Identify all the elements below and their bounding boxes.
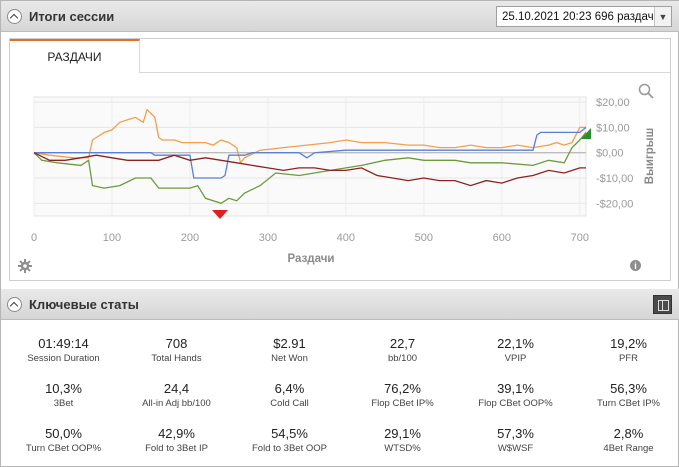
stat-label: VPIP [504, 353, 527, 364]
y-tick-label: -$10,00 [596, 173, 633, 185]
stat-label: All-in Adj bb/100 [142, 398, 211, 409]
stat-value: 2,8% [613, 426, 644, 441]
stat-item: $2.91 Net Won [233, 336, 346, 364]
collapse-stats-button[interactable] [7, 296, 22, 312]
stat-item: 57,3% W$WSF [459, 426, 572, 454]
stat-label: bb/100 [387, 353, 418, 364]
gear-icon[interactable] [18, 259, 32, 273]
panel-layout-icon[interactable] [653, 295, 672, 314]
stat-value: 76,2% [384, 381, 421, 396]
stat-label: Turn CBet IP% [596, 398, 660, 409]
stat-label: Flop CBet IP% [371, 398, 434, 409]
series-line [33, 108, 586, 165]
stat-label: Total Hands [151, 353, 202, 364]
y-axis-label: Выигрыш [644, 128, 656, 184]
stat-label: Fold to 3Bet IP [145, 443, 208, 454]
session-select[interactable]: 25.10.2021 20:23 696 раздач) ▼ [496, 6, 672, 27]
stat-item: 22,1% VPIP [459, 336, 572, 364]
stat-value: 708 [165, 336, 188, 351]
y-tick-label: -$20,00 [596, 198, 633, 210]
stat-value: 6,4% [274, 381, 305, 396]
x-tick-label: 0 [31, 232, 37, 244]
x-tick-label: 400 [337, 232, 355, 244]
stat-value: 57,3% [497, 426, 534, 441]
stat-item: 42,9% Fold to 3Bet IP [120, 426, 233, 454]
stat-value: 24,4 [163, 381, 190, 396]
key-stats-header: Ключевые статы [1, 289, 679, 320]
x-tick-label: 500 [415, 232, 433, 244]
stat-value: $2.91 [273, 336, 306, 351]
key-stats-title: Ключевые статы [29, 296, 139, 312]
stat-label: PFR [619, 353, 638, 364]
session-summary-header: Итоги сессии 25.10.2021 20:23 696 раздач… [1, 1, 679, 32]
stat-label: 4Bet Range [603, 443, 654, 454]
x-tick-label: 600 [493, 232, 511, 244]
tab-hands[interactable]: РАЗДАЧИ [10, 39, 140, 73]
x-tick-label: 300 [259, 232, 277, 244]
stat-item: 50,0% Turn CBet OOP% [7, 426, 120, 454]
session-select-value: 25.10.2021 20:23 696 раздач) [502, 10, 658, 23]
winnings-chart: $20,00 $10,00 $0,00 -$10,00 -$20,00 0 100 200 30… [31, 96, 656, 265]
tab-strip: РАЗДАЧИ [10, 39, 670, 73]
stat-value: 50,0% [45, 426, 82, 441]
stat-item: 2,8% 4Bet Range [572, 426, 679, 454]
stat-item: 24,4 All-in Adj bb/100 [120, 381, 233, 409]
stat-item: 54,5% Fold to 3Bet OOP [233, 426, 346, 454]
stat-value: 22,7 [389, 336, 416, 351]
stat-value: 56,3% [610, 381, 647, 396]
stat-item: 6,4% Cold Call [233, 381, 346, 409]
series-line [33, 131, 587, 205]
stat-item: 708 Total Hands [120, 336, 233, 364]
x-tick-label: 100 [103, 232, 121, 244]
chevron-down-icon[interactable]: ▼ [654, 7, 671, 26]
stat-label: Flop CBet OOP% [478, 398, 553, 409]
y-tick-label: $10,00 [596, 122, 630, 134]
stat-value: 22,1% [497, 336, 534, 351]
stat-value: 42,9% [158, 426, 195, 441]
zoom-icon[interactable] [638, 83, 654, 99]
y-tick-label: $20,00 [596, 97, 630, 109]
max-marker-icon [581, 128, 591, 139]
stat-item: 22,7 bb/100 [346, 336, 459, 364]
info-icon[interactable]: i [630, 260, 641, 271]
y-tick-label: $0,00 [596, 148, 624, 160]
stat-item: 10,3% 3Bet [7, 381, 120, 409]
series-line [34, 126, 587, 179]
stat-value: 54,5% [271, 426, 308, 441]
stat-value: 19,2% [610, 336, 647, 351]
stat-label: WTSD% [384, 443, 421, 454]
stat-label: 3Bet [53, 398, 74, 409]
x-axis-label: Раздачи [288, 253, 335, 265]
stat-value: 01:49:14 [38, 336, 89, 351]
x-tick-label: 200 [181, 232, 199, 244]
stat-item: 01:49:14 Session Duration [7, 336, 120, 364]
stat-value: 39,1% [497, 381, 534, 396]
min-marker-icon [212, 210, 228, 219]
collapse-session-button[interactable] [7, 8, 22, 24]
series-line [33, 152, 586, 187]
stat-item: 19,2% PFR [572, 336, 679, 364]
session-summary-title: Итоги сессии [29, 8, 115, 24]
stat-label: W$WSF [497, 443, 534, 454]
stat-label: Net Won [271, 353, 308, 364]
stat-item: 76,2% Flop CBet IP% [346, 381, 459, 409]
stat-item: 56,3% Turn CBet IP% [572, 381, 679, 409]
stat-value: 10,3% [45, 381, 82, 396]
stat-label: Cold Call [270, 398, 309, 409]
tab-hands-label: РАЗДАЧИ [47, 50, 102, 64]
stat-label: Session Duration [27, 353, 100, 364]
stat-label: Fold to 3Bet OOP [252, 443, 327, 454]
stat-value: 29,1% [384, 426, 421, 441]
stat-item: 39,1% Flop CBet OOP% [459, 381, 572, 409]
stat-item: 29,1% WTSD% [346, 426, 459, 454]
x-tick-label: 700 [571, 232, 589, 244]
stat-label: Turn CBet OOP% [25, 443, 102, 454]
